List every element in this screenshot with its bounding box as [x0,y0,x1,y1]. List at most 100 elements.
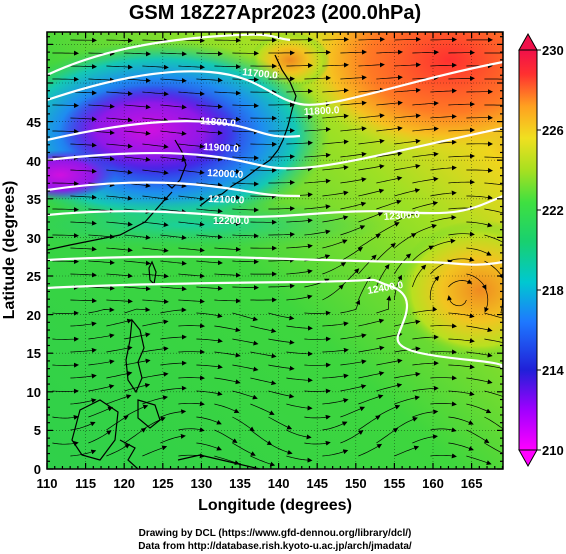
streamline [466,455,492,466]
streamline [340,151,367,158]
streamline [502,273,503,276]
streamline [106,345,133,353]
streamline [376,264,390,288]
streamline [106,195,133,201]
streamline [214,64,241,70]
streamline [304,126,331,132]
streamline [160,433,186,444]
streamline [124,286,151,292]
streamline [214,298,241,304]
streamline [124,427,147,444]
streamline [394,87,421,93]
streamline [484,364,503,369]
streamline [412,49,439,55]
streamline [232,155,259,161]
streamline [376,242,396,262]
streamline [106,298,133,304]
streamline [70,373,97,379]
streamline [106,91,133,97]
map-plot-area: 11700.0 11800.0 11900.0 12000.0 12100.0 … [47,32,503,469]
streamline [196,234,223,240]
streamline [484,338,503,343]
colorbar-label: 218 [542,283,564,298]
x-tick-label: 165 [461,476,483,491]
axis-ticks [46,32,504,470]
streamline [142,143,169,149]
streamline [160,409,187,418]
streamline [340,225,366,236]
colorbar-bottom-arrow [518,449,538,468]
streamline [358,233,381,249]
streamline [340,100,367,106]
streamline [70,246,97,252]
streamline [412,100,439,106]
streamline [142,169,169,176]
streamline [358,188,385,197]
streamline [286,294,313,301]
streamline [286,403,313,411]
streamline [124,383,151,392]
streamline [394,163,421,171]
streamline [286,63,313,69]
x-tick-label: 130 [191,476,213,491]
streamline [268,312,295,321]
streamline [196,104,223,110]
streamline [448,101,475,107]
streamline [322,139,349,145]
streamline [88,406,114,418]
streamline [466,351,493,358]
colorbar-label: 230 [542,43,564,58]
streamline [160,156,187,162]
streamline [376,126,403,132]
streamline [88,333,115,340]
streamline [358,36,385,42]
streamline [430,401,457,407]
streamline [268,128,295,134]
streamline [358,62,385,68]
streamline [106,38,133,44]
streamline [52,362,79,368]
streamline [268,442,293,455]
streamline [178,195,205,201]
streamline [358,415,381,431]
streamline [70,449,97,457]
contour-label: 11700.0 [242,67,279,82]
y-tick-label: 20 [27,308,41,323]
streamline [447,295,467,307]
streamline [178,64,205,70]
streamline [214,377,241,385]
credit-data-source: Data from http://database.rish.kyoto-u.a… [138,541,412,552]
streamline [448,75,475,81]
streamline [484,156,503,159]
coastline-borneo [71,399,119,461]
streamline [322,284,344,301]
streamline [124,77,151,83]
streamline [52,258,79,264]
contour-label: 12000.0 [207,168,244,181]
streamline [88,384,115,392]
streamline [448,127,475,133]
streamline [430,453,457,459]
streamline [322,321,349,327]
streamline [142,319,169,327]
streamline [394,188,421,197]
streamline [124,404,149,418]
streamline [160,307,187,314]
streamline [394,319,421,327]
streamline [196,156,223,162]
coastlines [47,54,297,469]
x-tick-label: 135 [229,476,251,491]
streamline [340,384,367,392]
coastline-mindanao [137,399,161,429]
streamline [340,430,364,444]
streamline [394,445,420,457]
colorbar-label: 226 [542,123,564,138]
contour-line-12000 [47,126,503,170]
coastline-new-guinea [177,454,261,469]
x-tick-label: 150 [345,476,367,491]
streamline [178,453,205,459]
streamline [52,233,79,239]
map-title: GSM 18Z27Apr2023 (200.0hPa) [129,2,421,24]
streamline [124,260,151,266]
streamline [268,180,295,186]
